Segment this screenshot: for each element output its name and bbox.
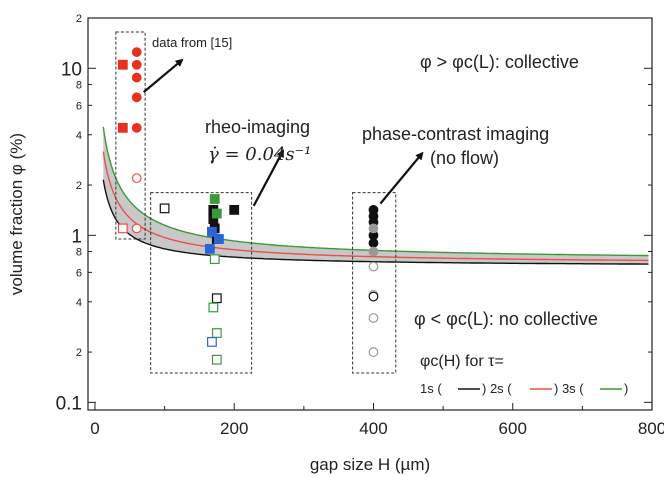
y-tick-label: 1 xyxy=(71,226,82,247)
box-layer xyxy=(115,31,397,374)
y-minor-tick-label: 6 xyxy=(76,267,82,279)
legend-1s-label: 1s ( xyxy=(420,381,442,396)
dashed-box-3 xyxy=(352,192,397,374)
annotation-data-from: data from [15] xyxy=(152,35,232,50)
data-point xyxy=(368,291,379,302)
arrow-layer xyxy=(142,58,424,207)
dashed-box-1 xyxy=(115,31,146,240)
data-point xyxy=(117,223,128,234)
data-point xyxy=(131,223,142,234)
plot-frame xyxy=(87,17,653,411)
annotation-rheo-rate: γ̇ = 0.04s⁻¹ xyxy=(208,144,311,165)
y-minor-tick-label: 2 xyxy=(76,180,82,192)
annotation-phase-contrast: phase-contrast imaging xyxy=(362,124,549,144)
annotation-arrow-1 xyxy=(142,58,184,93)
data-point xyxy=(117,59,128,70)
data-point xyxy=(368,313,379,323)
data-point xyxy=(207,226,217,237)
data-point xyxy=(131,72,142,83)
data-point xyxy=(368,246,379,257)
data-point xyxy=(368,261,379,272)
y-minor-tick-label: 6 xyxy=(76,100,82,112)
data-point xyxy=(159,203,170,214)
data-point xyxy=(209,194,220,204)
y-minor-tick-label: 8 xyxy=(76,247,82,259)
point-layer xyxy=(117,47,379,365)
annotation-arrow-2 xyxy=(252,149,284,207)
data-point xyxy=(368,238,379,248)
data-point xyxy=(211,354,222,365)
y-minor-tick-label: 4 xyxy=(76,130,82,142)
curve-2s xyxy=(102,151,649,262)
legend-close-paren: ) xyxy=(624,381,628,396)
data-point xyxy=(229,204,240,215)
curve-layer xyxy=(102,126,649,265)
y-minor-tick-label: 2 xyxy=(76,13,82,25)
data-point xyxy=(211,328,222,338)
annotation-collective: φ > φc(L): collective xyxy=(420,52,579,72)
annotation-arrow-3 xyxy=(379,151,424,205)
data-point xyxy=(207,337,217,347)
legend-3s-label: ) 3s ( xyxy=(554,381,584,396)
y-minor-tick-label: 4 xyxy=(76,297,82,309)
data-point xyxy=(131,122,142,133)
data-point xyxy=(211,208,222,219)
data-point xyxy=(209,254,220,265)
y-tick-label: 0.1 xyxy=(56,393,82,414)
data-point xyxy=(117,122,128,133)
y-axis-label: volume fraction φ (%) xyxy=(7,133,26,295)
annotation-rheo-imaging: rheo-imaging xyxy=(205,117,310,137)
y-minor-tick-label: 8 xyxy=(76,79,82,91)
data-point xyxy=(131,173,142,184)
legend-title: φc(H) for τ= xyxy=(420,353,504,370)
data-point xyxy=(368,223,379,234)
y-tick-label: 10 xyxy=(61,59,82,80)
data-point xyxy=(131,59,142,70)
x-tick-label: 200 xyxy=(220,419,248,438)
data-point xyxy=(368,347,379,357)
tick-layer: 0 200 400 600 800 0.1 1 10 2 4 6 8 2 4 6 8 2 xyxy=(56,13,664,438)
annotation-no-collective: φ < φc(L): no collective xyxy=(414,309,598,329)
y-minor-tick-label: 2 xyxy=(76,347,82,359)
dashed-box-2 xyxy=(150,192,253,374)
data-point xyxy=(211,293,222,304)
x-tick-label: 600 xyxy=(499,419,527,438)
data-point xyxy=(208,302,219,313)
annotation-no-flow: (no flow) xyxy=(430,148,499,168)
x-axis-label: gap size H (µm) xyxy=(310,455,430,474)
data-point xyxy=(131,47,142,57)
x-tick-label: 400 xyxy=(359,419,387,438)
curve-3s xyxy=(102,126,649,257)
legend-2s-label: ) 2s ( xyxy=(482,381,512,396)
x-tick-label: 0 xyxy=(90,419,99,438)
data-point xyxy=(214,234,224,244)
curve-1s xyxy=(102,179,649,265)
x-tick-label: 800 xyxy=(638,419,664,438)
data-point xyxy=(204,243,215,254)
data-point xyxy=(131,92,142,103)
